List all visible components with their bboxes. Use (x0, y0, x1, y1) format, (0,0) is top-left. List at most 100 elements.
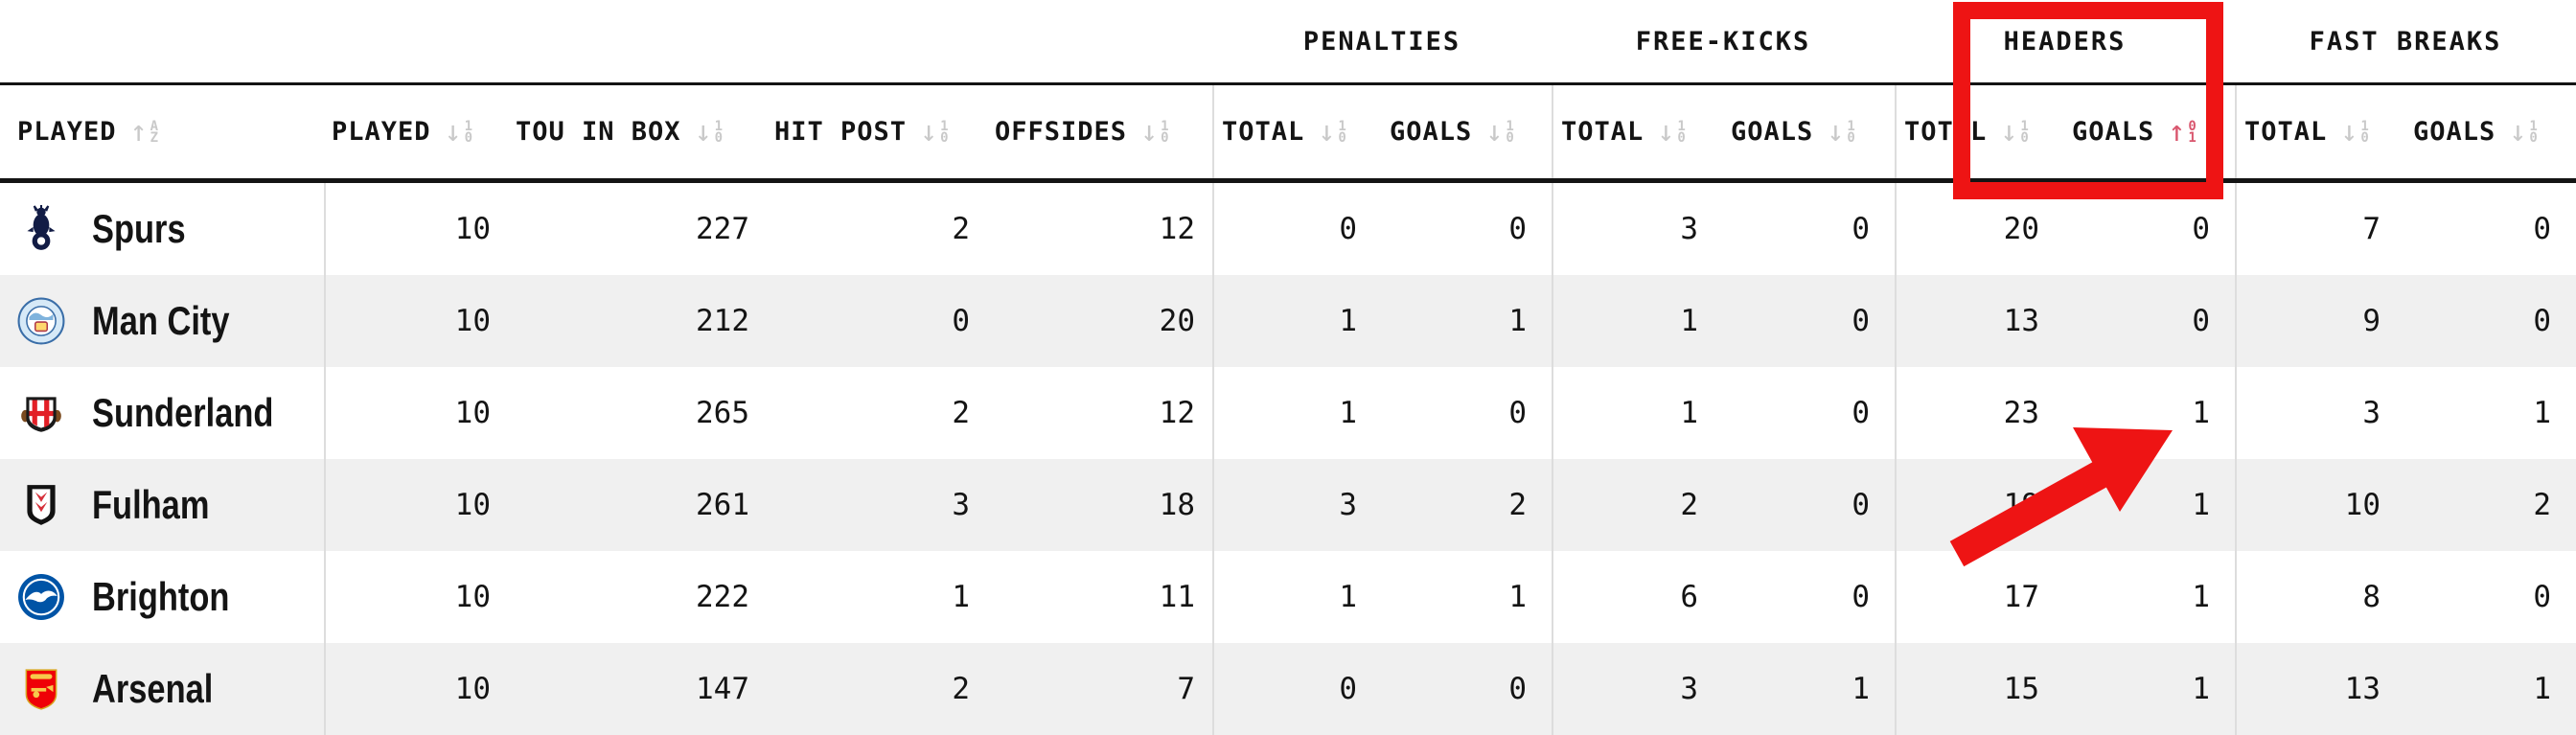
table-row-arsenal: Arsenal 10 147 2 7 0 0 3 1 15 1 13 1 (0, 643, 2576, 735)
sort-glyph: 0 (1677, 129, 1686, 146)
sort-glyph: 1 (1506, 118, 1514, 134)
cell-fulham-hit-post: 3 (952, 488, 970, 522)
cell-spurs-headers-goals: 0 (2192, 212, 2210, 246)
cell-brighton-free-kicks-goals: 0 (1852, 580, 1870, 614)
cell-arsenal-penalties-goals: 0 (1508, 672, 1527, 706)
cell-arsenal-free-kicks-goals: 1 (1852, 672, 1870, 706)
cell-spurs-headers-total: 20 (1895, 183, 2064, 275)
cell-brighton-penalties-total: 1 (1212, 551, 1382, 643)
cell-man-city-free-kicks-goals: 0 (1852, 304, 1870, 338)
sort-glyph: 0 (940, 129, 949, 146)
sort-descending-icon: ↓ 1 0 (2340, 114, 2369, 149)
header-label: HIT POST (774, 117, 908, 147)
sort-descending-icon: ↓ 1 0 (920, 114, 949, 149)
sunderland-crest-icon (17, 389, 65, 437)
sort-glyph: 1 (1338, 118, 1346, 134)
cell-brighton-headers-total: 17 (1895, 551, 2064, 643)
cell-man-city-offsides: 20 (1159, 304, 1195, 338)
header-cell-hit-post[interactable]: HIT POST ↓ 1 0 (767, 85, 987, 178)
sort-descending-icon: ↓ 1 0 (444, 114, 473, 149)
sort-glyph: 1 (2020, 118, 2029, 134)
sort-glyph: 0 (2020, 129, 2029, 146)
sort-glyph: 1 (2360, 118, 2369, 134)
cell-fulham-headers-total: 19 (1895, 459, 2064, 551)
cell-arsenal-offsides: 7 (1177, 672, 1195, 706)
table-body: Spurs 10 227 2 12 0 0 3 0 20 0 7 0 Man City 10 212 0 20 1 1… (0, 183, 2576, 735)
table-row-brighton: Brighton 10 222 1 11 1 1 6 0 17 1 8 0 (0, 551, 2576, 643)
header-label: GOALS (1731, 117, 1814, 147)
group-label-penalties: PENALTIES (1302, 26, 1461, 57)
header-cell-free-kicks-goals[interactable]: GOALS ↓ 1 0 (1723, 85, 1895, 178)
sort-glyph: Z (150, 129, 159, 146)
cell-man-city-free-kicks-total: 1 (1552, 275, 1723, 367)
cell-spurs-played: 10 (324, 183, 508, 275)
cell-fulham-headers-goals: 1 (2192, 488, 2210, 522)
cell-brighton-fast-breaks-goals: 0 (2533, 580, 2551, 614)
cell-man-city-played: 10 (324, 275, 508, 367)
cell-fulham-fast-breaks-total: 10 (2235, 459, 2405, 551)
sort-glyph: 0 (2360, 129, 2369, 146)
table-row-spurs: Spurs 10 227 2 12 0 0 3 0 20 0 7 0 (0, 183, 2576, 275)
sort-glyph: 1 (2188, 129, 2196, 146)
team-name: Arsenal (92, 666, 214, 711)
cell-fulham-penalties-goals: 2 (1508, 488, 1527, 522)
header-cell-penalties-total[interactable]: TOTAL ↓ 1 0 (1212, 85, 1382, 178)
cell-sunderland-offsides: 12 (1159, 396, 1195, 430)
sort-glyph: 0 (2188, 118, 2196, 134)
cell-sunderland-penalties-goals: 0 (1508, 396, 1527, 430)
sort-glyph: 0 (1338, 129, 1346, 146)
sort-glyph: 0 (1847, 129, 1855, 146)
table-row-fulham: Fulham 10 261 3 18 3 2 2 0 19 1 10 2 (0, 459, 2576, 551)
fulham-crest-icon (17, 481, 65, 529)
sort-descending-icon: ↓ 1 0 (1318, 114, 1346, 149)
sort-descending-icon: ↓ 1 0 (2000, 114, 2029, 149)
group-label-headers: HEADERS (2003, 26, 2127, 57)
header-cell-headers-goals[interactable]: GOALS ↑ 0 1 (2064, 85, 2235, 178)
header-cell-team[interactable]: PLAYED ↑ A Z (0, 85, 324, 178)
header-label: OFFSIDES (995, 117, 1128, 147)
cell-arsenal-fast-breaks-total: 13 (2235, 643, 2405, 735)
cell-man-city-headers-goals: 0 (2192, 304, 2210, 338)
cell-arsenal-headers-goals: 1 (2192, 672, 2210, 706)
header-cell-offsides[interactable]: OFFSIDES ↓ 1 0 (987, 85, 1212, 178)
header-cell-headers-total[interactable]: TOTAL ↓ 1 0 (1895, 85, 2064, 178)
header-cell-played[interactable]: PLAYED ↓ 1 0 (324, 85, 508, 178)
cell-fulham-tou-in-box: 261 (696, 488, 749, 522)
cell-man-city-hit-post: 0 (952, 304, 970, 338)
team-name: Brighton (92, 574, 230, 619)
group-header-row: PENALTIES FREE-KICKS HEADERS FAST BREAKS (0, 0, 2576, 85)
cell-fulham-fast-breaks-goals: 2 (2533, 488, 2551, 522)
cell-brighton-fast-breaks-total: 8 (2235, 551, 2405, 643)
sort-glyph: 1 (940, 118, 949, 134)
cell-sunderland-fast-breaks-total: 3 (2235, 367, 2405, 459)
header-cell-penalties-goals[interactable]: GOALS ↓ 1 0 (1382, 85, 1552, 178)
group-label-free-kicks: FREE-KICKS (1635, 26, 1811, 57)
cell-brighton-free-kicks-total: 6 (1552, 551, 1723, 643)
man-city-crest-icon (17, 297, 65, 345)
group-label-fast-breaks: FAST BREAKS (2309, 26, 2502, 57)
header-cell-fast-breaks-total[interactable]: TOTAL ↓ 1 0 (2235, 85, 2405, 178)
cell-team-spurs: Spurs (0, 183, 324, 275)
cell-arsenal-fast-breaks-goals: 1 (2533, 672, 2551, 706)
brighton-crest-icon (17, 573, 65, 621)
spurs-crest-icon (17, 205, 65, 253)
header-label: GOALS (2072, 117, 2155, 147)
header-cell-tou-in-box[interactable]: TOU IN BOX ↓ 1 0 (508, 85, 767, 178)
cell-arsenal-headers-total: 15 (1895, 643, 2064, 735)
cell-brighton-penalties-goals: 1 (1508, 580, 1527, 614)
sort-descending-icon: ↓ 1 0 (694, 114, 724, 149)
cell-sunderland-tou-in-box: 265 (696, 396, 749, 430)
cell-fulham-free-kicks-total: 2 (1552, 459, 1723, 551)
sort-glyph: 1 (1161, 118, 1169, 134)
header-cell-fast-breaks-goals[interactable]: GOALS ↓ 1 0 (2405, 85, 2576, 178)
header-cell-free-kicks-total[interactable]: TOTAL ↓ 1 0 (1552, 85, 1723, 178)
sort-descending-icon: ↓ 1 0 (1657, 114, 1686, 149)
header-label: TOTAL (2244, 117, 2328, 147)
sort-descending-icon: ↓ 1 0 (1140, 114, 1169, 149)
header-label: TOTAL (1561, 117, 1644, 147)
sort-glyph: 1 (1677, 118, 1686, 134)
header-label: TOTAL (1904, 117, 1988, 147)
cell-man-city-headers-total: 13 (1895, 275, 2064, 367)
cell-brighton-offsides: 11 (1159, 580, 1195, 614)
cell-spurs-hit-post: 2 (952, 212, 970, 246)
